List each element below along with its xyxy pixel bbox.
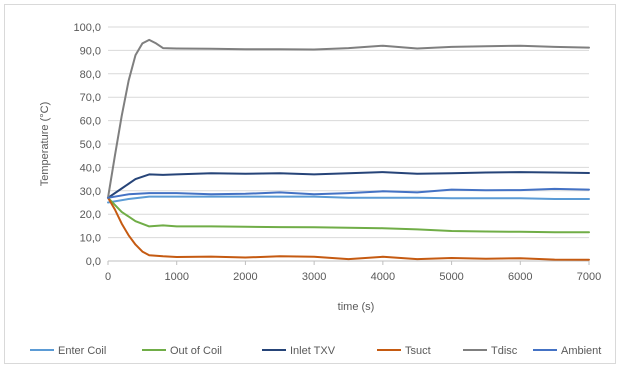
legend-label-out-of-coil: Out of Coil — [170, 345, 222, 357]
axes — [107, 260, 590, 265]
y-tick-label: 60,0 — [80, 116, 101, 128]
legend-label-ambient: Ambient — [561, 345, 601, 357]
y-axis-title: Temperature (°C) — [39, 102, 51, 186]
legend: Enter Coil Out of Coil Inlet TXV Tsuct Tdisc… — [30, 345, 601, 357]
y-tick-label: 50,0 — [80, 139, 101, 151]
legend-label-tdisc: Tdisc — [491, 345, 518, 357]
series-line-out-of-coil — [107, 196, 590, 234]
legend-label-enter-coil: Enter Coil — [58, 345, 106, 357]
x-tick-label: 4000 — [371, 271, 395, 283]
x-tick-label: 2000 — [233, 271, 257, 283]
x-tick-label: 3000 — [302, 271, 326, 283]
x-tick-label: 1000 — [164, 271, 188, 283]
y-tick-label: 90,0 — [80, 45, 101, 57]
series-line-ambient — [107, 187, 590, 199]
legend-label-tsuct: Tsuct — [405, 345, 431, 357]
y-tick-label: 70,0 — [80, 92, 101, 104]
y-tick-label: 10,0 — [80, 233, 101, 245]
series-line-tdisc — [107, 38, 590, 199]
x-axis-title: time (s) — [338, 301, 375, 313]
y-tick-label: 100,0 — [73, 22, 101, 34]
series-lines — [107, 38, 590, 261]
y-tick-label: 40,0 — [80, 162, 101, 174]
series-line-tsuct — [107, 196, 590, 261]
series-line-enter-coil — [107, 195, 590, 204]
legend-label-inlet-txv: Inlet TXV — [290, 345, 336, 357]
gridlines — [108, 26, 589, 239]
y-tick-label: 80,0 — [80, 69, 101, 81]
x-tick-label: 5000 — [439, 271, 463, 283]
y-tick-label: 20,0 — [80, 209, 101, 221]
y-tick-label: 30,0 — [80, 186, 101, 198]
tick-labels: 0,0 10,0 20,0 30,0 40,0 50,0 60,0 70,0 80,0 90,0 1… — [73, 22, 601, 283]
x-tick-label: 0 — [105, 271, 111, 283]
series-line-inlet-txv — [107, 171, 590, 199]
x-tick-label: 7000 — [577, 271, 601, 283]
x-tick-label: 6000 — [508, 271, 532, 283]
y-tick-label: 0,0 — [86, 256, 101, 268]
